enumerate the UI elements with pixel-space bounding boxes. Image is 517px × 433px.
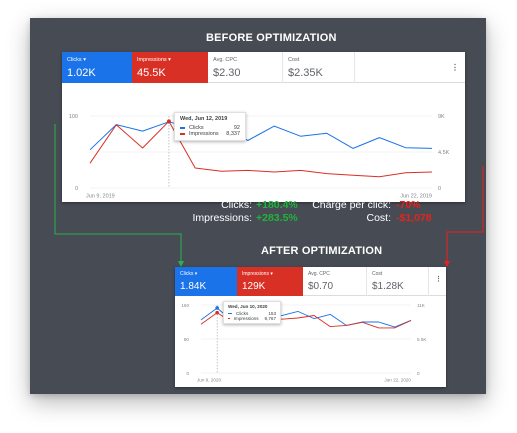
metric-value: 1.84K — [180, 281, 207, 292]
y-left-tick-label: 160 — [181, 303, 189, 308]
impressions-change-value: +283.5% — [256, 212, 298, 224]
tooltip-row-impressions: Impressions 9,767 — [228, 316, 276, 321]
before-line-chart: 100 0 9K 4.5K 0 Jun 9, 2019 Jun 22, 2019 — [62, 84, 465, 202]
x-tick-label: Jun 22, 2020 — [384, 378, 411, 383]
impressions-hover-point — [167, 119, 171, 124]
tooltip-label: Impressions — [189, 131, 219, 137]
impressions-swatch — [228, 317, 230, 320]
clicks-change-value: +180.4% — [256, 199, 298, 211]
cpc-change-value: -70% — [396, 199, 421, 211]
y-right-tick-label: 0 — [438, 186, 441, 192]
comparison-canvas: BEFORE OPTIMIZATION Clicks ▾ 1.02K Impre… — [30, 18, 486, 394]
after-metric-impressions[interactable]: Impressions ▾ 129K — [237, 267, 303, 296]
tooltip-label: Impressions — [233, 316, 259, 321]
metric-label: Cost — [372, 271, 383, 277]
impressions-series-line — [89, 120, 433, 178]
clicks-hover-point — [215, 306, 219, 310]
clicks-swatch — [228, 312, 232, 315]
tooltip-value: 8,337 — [226, 131, 240, 137]
tooltip-value: 153 — [268, 311, 276, 316]
after-metric-avg-cpc[interactable]: Avg. CPC $0.70 — [303, 267, 367, 296]
metric-value: 129K — [242, 281, 266, 292]
after-metric-cost[interactable]: Cost $1.28K — [367, 267, 429, 296]
before-metric-cost[interactable]: Cost $2.35K — [283, 52, 355, 83]
tooltip-row-impressions: Impressions 8,337 — [180, 131, 240, 137]
y-right-tick-label: 4.5K — [438, 150, 450, 156]
metric-label: Avg. CPC — [308, 271, 330, 277]
y-left-tick-label: 0 — [186, 371, 189, 376]
after-line-chart: 160 80 0 11K 5.5K 0 Jun 9, 2020 Jun 22, 2020 — [175, 297, 446, 387]
clicks-change-label: Clicks: — [221, 199, 252, 211]
tooltip-date: Wed, Jun 10, 2020 — [228, 304, 268, 309]
metric-value: $0.70 — [308, 281, 334, 292]
metric-value: 1.02K — [67, 67, 96, 79]
cost-change-label: Cost: — [366, 212, 391, 224]
metric-value: 45.5K — [137, 67, 166, 79]
red-arrow-head — [444, 261, 450, 267]
y-right-tick-label: 5.5K — [417, 337, 427, 342]
after-title: AFTER OPTIMIZATION — [261, 245, 383, 257]
impressions-swatch — [180, 133, 185, 135]
y-left-tick-label: 0 — [75, 186, 78, 192]
tooltip-value: 92 — [233, 125, 240, 131]
connector-arrows — [54, 124, 484, 267]
metric-label: Clicks ▾ — [180, 271, 198, 277]
red-connector-line — [446, 166, 484, 264]
metric-value: $2.30 — [213, 67, 241, 79]
x-tick-label: Jun 22, 2019 — [400, 194, 432, 200]
y-left-tick-label: 100 — [69, 114, 78, 120]
green-arrow-head — [178, 261, 184, 267]
metric-label: Clicks ▾ — [67, 57, 86, 63]
x-tick-label: Jun 9, 2019 — [86, 194, 115, 200]
y-left-tick-label: 80 — [184, 337, 190, 342]
metric-label: Avg. CPC — [213, 57, 238, 63]
cpc-change-label: Charge per click: — [312, 199, 391, 211]
cost-change-value: -$1,078 — [396, 212, 432, 224]
x-tick-label: Jun 9, 2020 — [197, 378, 221, 383]
before-metric-impressions[interactable]: Impressions ▾ 45.5K — [132, 52, 208, 83]
y-right-tick-label: 0 — [417, 371, 420, 376]
tooltip-row-clicks: Clicks 153 — [228, 311, 276, 316]
tooltip-row-clicks: Clicks 92 — [180, 125, 240, 131]
tooltip-label: Clicks — [236, 311, 249, 316]
after-tooltip: Wed, Jun 10, 2020 Clicks 153 Impressions… — [223, 301, 281, 324]
y-right-tick-label: 9K — [438, 114, 445, 120]
metric-label: Impressions ▾ — [137, 57, 171, 63]
impressions-hover-point — [215, 310, 219, 315]
clicks-swatch — [180, 127, 185, 129]
metric-value: $1.28K — [372, 281, 404, 292]
tooltip-label: Clicks — [189, 125, 204, 131]
clicks-series-line — [89, 121, 433, 151]
after-metric-clicks[interactable]: Clicks ▾ 1.84K — [175, 267, 237, 296]
tooltip-date: Wed, Jun 12, 2019 — [180, 116, 228, 122]
y-right-tick-label: 11K — [417, 303, 426, 308]
after-panel: Clicks ▾ 1.84K Impressions ▾ 129K Avg. C… — [175, 267, 446, 387]
before-metric-tabs: Clicks ▾ 1.02K Impressions ▾ 45.5K Avg. … — [62, 52, 465, 83]
before-title: BEFORE OPTIMIZATION — [206, 32, 337, 44]
tooltip-value: 9,767 — [264, 316, 277, 321]
metric-value: $2.35K — [288, 67, 323, 79]
more-vert-icon[interactable]: ⋮ — [435, 276, 442, 283]
green-connector-line — [54, 124, 182, 264]
metric-label: Impressions ▾ — [242, 271, 273, 277]
chart-svg: 100 0 9K 4.5K 0 Jun 9, 2019 Jun 22, 2019 — [69, 114, 450, 200]
before-metric-avg-cpc[interactable]: Avg. CPC $2.30 — [208, 52, 283, 83]
before-panel: Clicks ▾ 1.02K Impressions ▾ 45.5K Avg. … — [62, 52, 465, 202]
chart-svg: 160 80 0 11K 5.5K 0 Jun 9, 2020 Jun 22, 2020 — [181, 303, 427, 383]
metric-label: Cost — [288, 57, 300, 63]
before-metric-clicks[interactable]: Clicks ▾ 1.02K — [62, 52, 132, 83]
before-tooltip: Wed, Jun 12, 2019 Clicks 92 Impressions … — [174, 112, 246, 141]
impressions-change-label: Impressions: — [192, 212, 252, 224]
more-vert-icon[interactable]: ⋮ — [451, 63, 459, 72]
after-metric-tabs: Clicks ▾ 1.84K Impressions ▾ 129K Avg. C… — [175, 267, 446, 296]
